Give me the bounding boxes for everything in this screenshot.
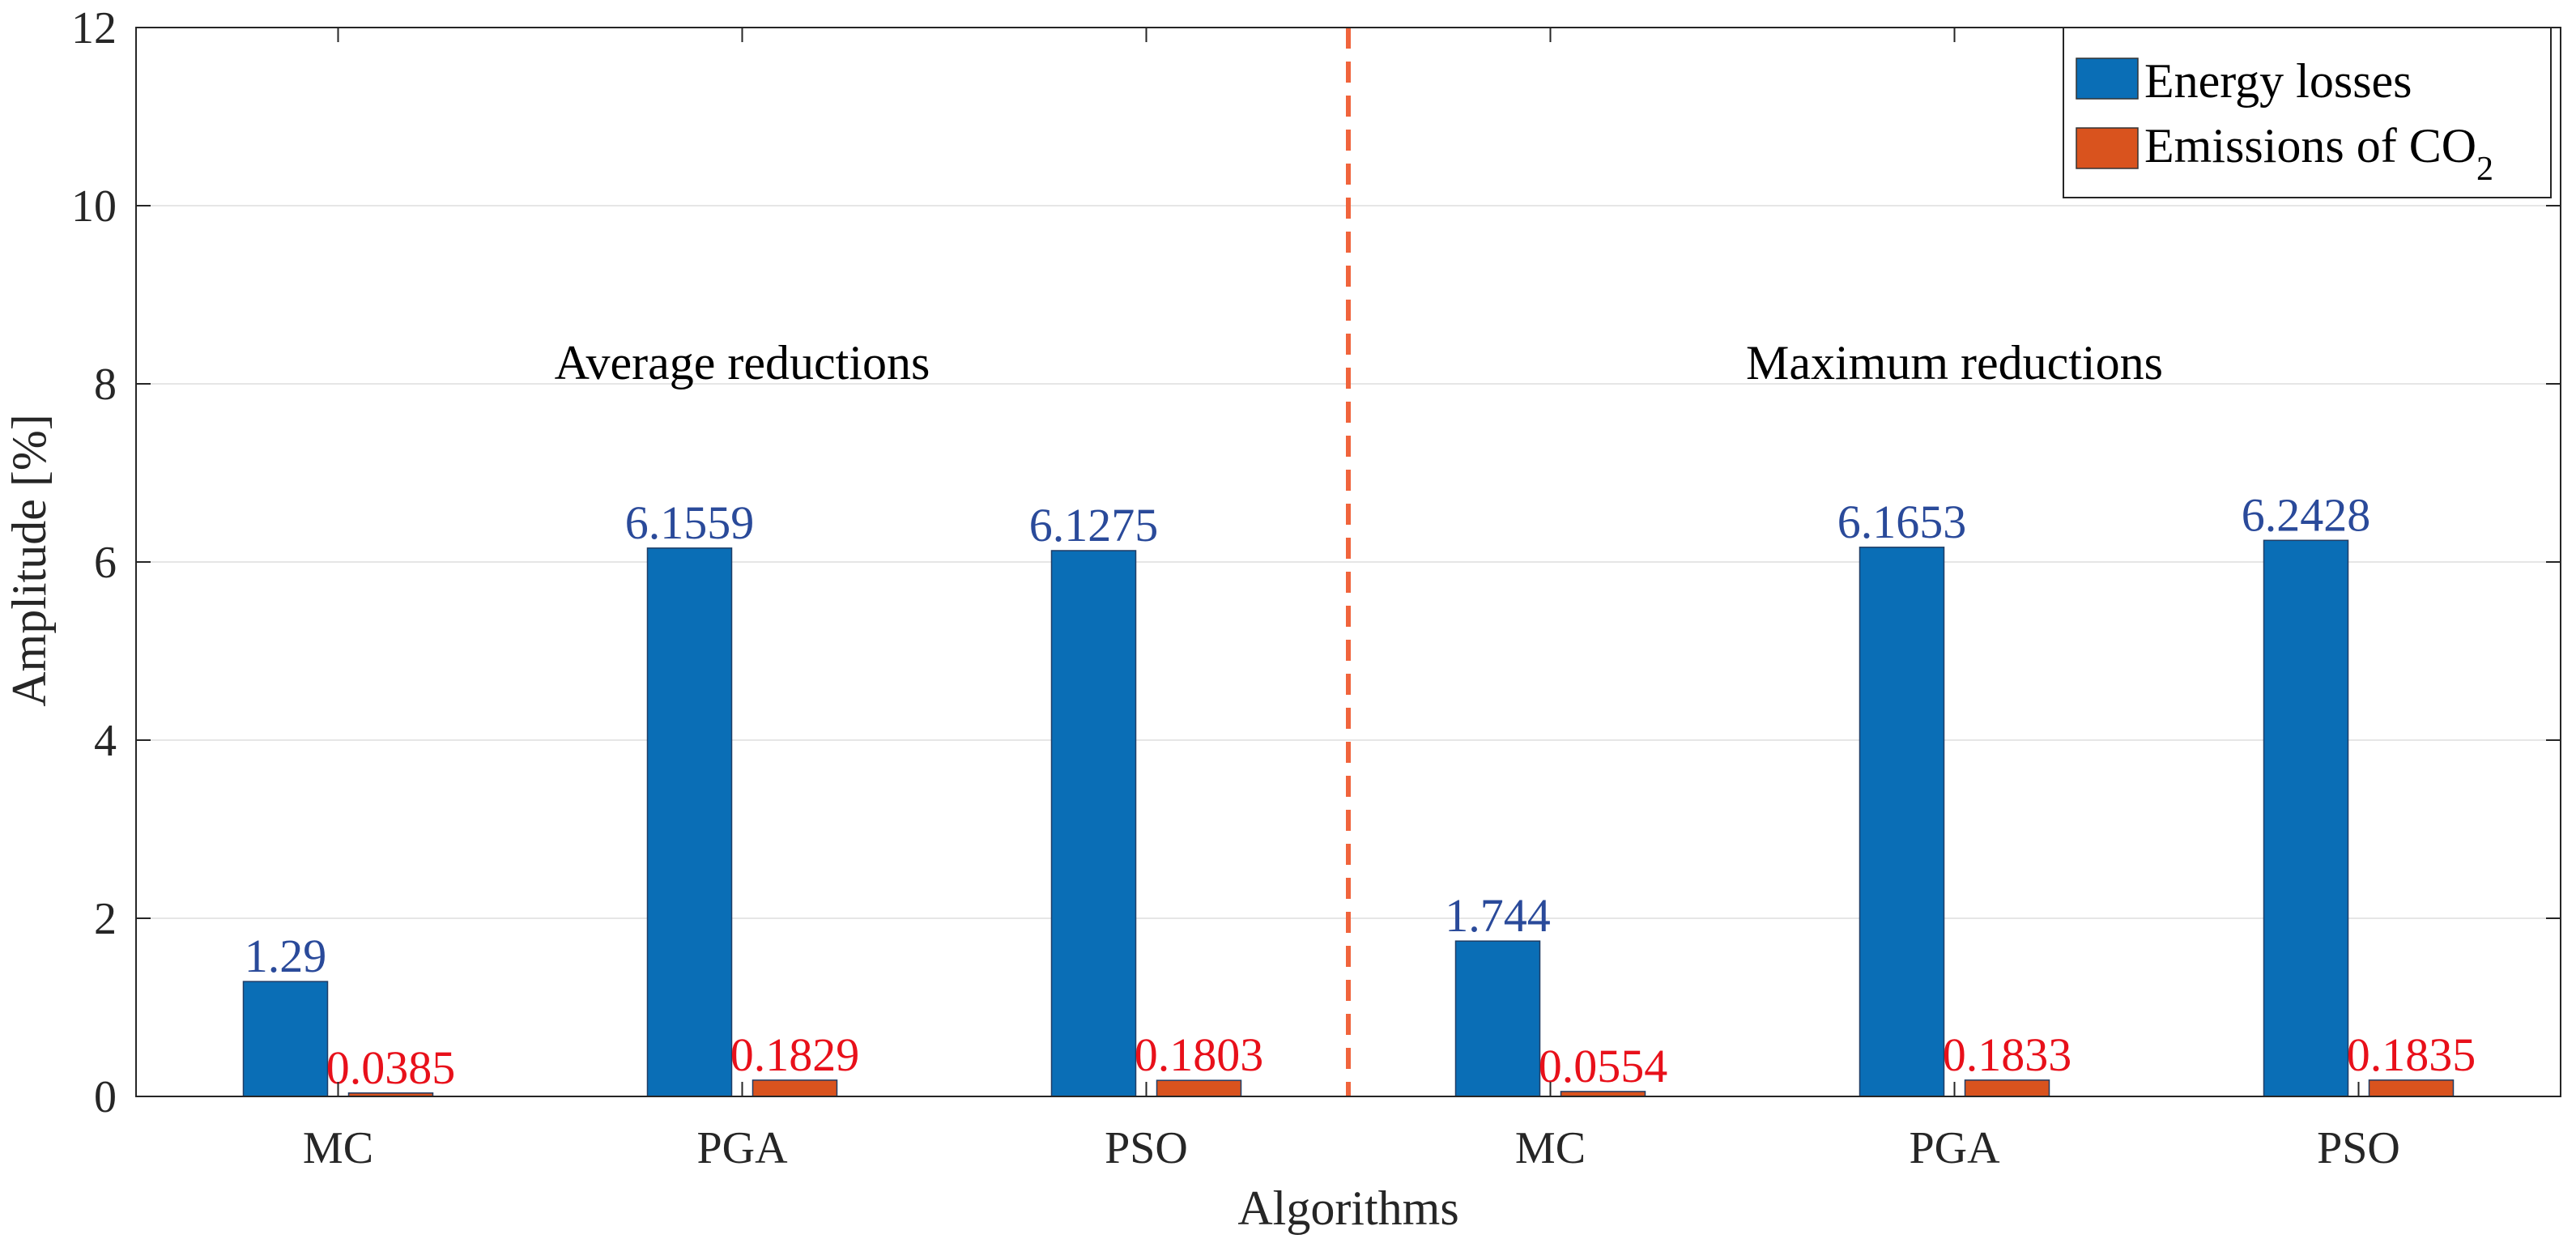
y-tick-label: 6 [94,538,117,588]
y-axis-title: Amplitude [%] [2,414,56,707]
y-tick-label: 12 [71,3,117,53]
value-label-emissions-co2: 0.0554 [1539,1040,1668,1092]
bar-emissions-co2 [752,1079,838,1097]
bar-emissions-co2 [1964,1079,2050,1097]
value-label-emissions-co2: 0.1833 [1943,1028,2072,1081]
bar-energy-losses [1050,550,1137,1097]
y-tick-label: 8 [94,360,117,410]
legend-swatch-emissions-co2 [2076,127,2139,169]
value-label-energy-losses: 6.1653 [1837,496,1967,548]
value-label-energy-losses: 1.744 [1445,889,1551,942]
group-label-maximum: Maximum reductions [1746,336,2163,390]
bar-energy-losses [2263,539,2349,1097]
legend-label-energy-losses: Energy losses [2144,54,2412,108]
bar-energy-losses [242,981,329,1097]
y-tick-label: 4 [94,716,117,766]
value-label-energy-losses: 6.1275 [1029,499,1159,551]
value-label-energy-losses: 1.29 [245,930,327,982]
value-label-emissions-co2: 0.1803 [1135,1028,1264,1081]
legend: Energy losses Emissions of CO2 [2063,27,2552,198]
y-tick-label: 0 [94,1072,117,1122]
x-tick-label: PGA [696,1123,788,1173]
value-label-emissions-co2: 0.1835 [2347,1028,2476,1081]
bar-emissions-co2 [1156,1079,1242,1097]
x-tick-label: MC [1515,1123,1586,1173]
x-tick-label: MC [303,1123,373,1173]
value-label-emissions-co2: 0.0385 [326,1041,456,1094]
x-tick-label: PSO [2317,1123,2400,1173]
x-axis-ticks: MC PGA PSO MC PGA PSO [303,28,2400,1173]
bar-energy-losses [1454,940,1541,1097]
y-axis-ticks: 0 2 4 6 8 10 12 [71,3,2561,1122]
legend-swatch-energy-losses [2076,57,2139,100]
y-tick-label: 10 [71,181,117,232]
value-label-energy-losses: 6.2428 [2242,488,2371,541]
value-label-emissions-co2: 0.1829 [730,1028,860,1081]
x-tick-label: PGA [1909,1123,2000,1173]
bar-emissions-co2 [2368,1079,2455,1097]
bars [242,539,2455,1097]
x-tick-label: PSO [1105,1123,1188,1173]
value-label-energy-losses: 6.1559 [625,496,755,549]
bar-energy-losses [646,547,733,1097]
group-label-average: Average reductions [555,336,930,390]
x-axis-title: Algorithms [1237,1181,1458,1235]
legend-box [2063,27,2552,198]
value-labels: 1.29 0.0385 6.1559 0.1829 6.1275 0.1803 1.744 0… [245,488,2476,1093]
legend-label-emissions-co2: Emissions of CO2 [2144,119,2493,188]
y-tick-label: 2 [94,894,117,944]
group-labels: Average reductions Maximum reductions [555,336,2163,390]
bar-energy-losses [1859,547,1945,1097]
